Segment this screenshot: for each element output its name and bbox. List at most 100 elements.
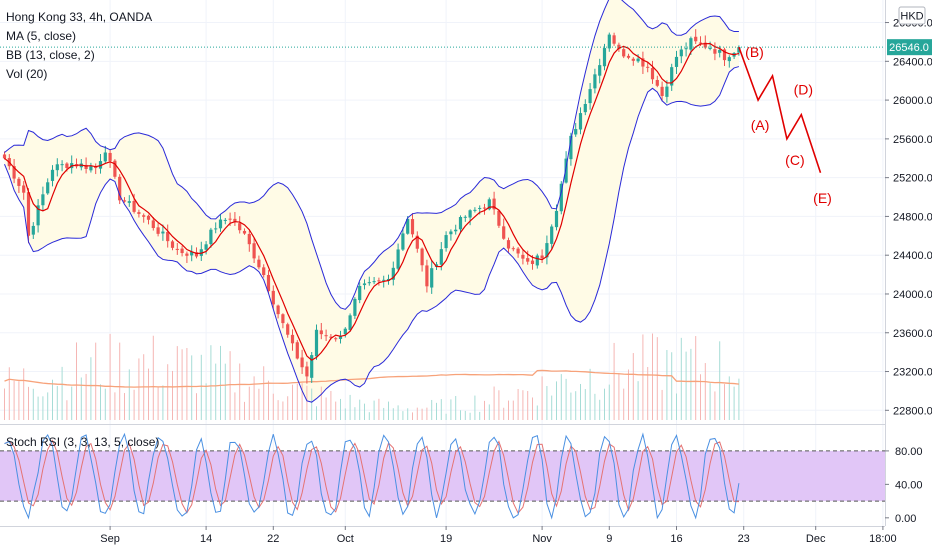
- price-tick-label: 24000.0: [893, 289, 932, 301]
- bollinger-lower-line: [4, 66, 740, 403]
- candle-body: [425, 265, 429, 287]
- stoch-tick-label: 80.00: [895, 446, 923, 458]
- candle-body: [338, 335, 343, 339]
- candle-body: [535, 255, 539, 266]
- volume-bar: [186, 347, 188, 420]
- candle-body: [516, 248, 520, 254]
- volume-bar: [162, 385, 164, 420]
- candle-body: [300, 357, 304, 368]
- volume-bar: [359, 399, 361, 420]
- ma-line: [4, 43, 740, 361]
- candle-body: [89, 166, 93, 171]
- candle-body: [550, 226, 554, 244]
- volume-bar: [239, 363, 241, 420]
- volume-bar: [52, 379, 53, 420]
- legend-symbol[interactable]: Hong Kong 33, 4h, OANDA: [6, 10, 152, 24]
- volume-bar: [200, 354, 202, 420]
- candle-body: [50, 169, 55, 181]
- wave-label: (E): [813, 190, 832, 206]
- volume-bar: [373, 400, 375, 420]
- legend-bb[interactable]: BB (13, close, 2): [6, 48, 95, 62]
- candles[interactable]: [2, 29, 741, 384]
- price-tick-label: 22800.0: [893, 405, 932, 417]
- volume-bar: [296, 383, 298, 420]
- volume-bar: [248, 386, 250, 420]
- volume-bar: [172, 370, 173, 420]
- volume-bar: [229, 351, 231, 420]
- last-price-value: 26546.0: [889, 42, 929, 54]
- volume-bar: [661, 389, 663, 420]
- volume-bar: [704, 363, 706, 420]
- volume-bar: [680, 337, 682, 420]
- candle-body: [401, 233, 405, 250]
- candle-body: [127, 201, 131, 203]
- time-axis[interactable]: Sep 14 22 Oct 19 Nov 9 16 23 Dec 18:00: [100, 526, 897, 545]
- candle-body: [161, 231, 165, 234]
- candle-body: [463, 216, 467, 218]
- volume-bar: [594, 393, 596, 420]
- volume-bar: [709, 383, 711, 420]
- candle-body: [118, 176, 122, 201]
- candle-body: [12, 166, 16, 179]
- volume-bar: [412, 412, 413, 420]
- candle-body: [223, 219, 227, 221]
- time-tick-label: Nov: [532, 533, 552, 545]
- candle-body: [362, 283, 367, 286]
- volume-bar: [325, 397, 327, 420]
- volume-bar: [527, 390, 529, 420]
- legend-ma[interactable]: MA (5, close): [6, 29, 76, 43]
- candle-body: [194, 252, 199, 257]
- volume-bar: [589, 368, 591, 420]
- price-tick-label: 24400.0: [893, 250, 932, 262]
- volume-bar: [700, 374, 701, 420]
- candle-body: [22, 185, 26, 193]
- volume-bar: [138, 358, 140, 420]
- volume-bar: [301, 383, 303, 420]
- candle-body: [137, 212, 141, 214]
- volume-bar: [647, 367, 649, 420]
- legend-stoch-rsi[interactable]: Stoch RSI (3, 3, 13, 5, close): [6, 435, 159, 449]
- legend-vol[interactable]: Vol (20): [6, 67, 47, 81]
- stoch-tick-label: 0.00: [895, 513, 916, 525]
- volume-bar: [42, 396, 44, 420]
- candle-body: [156, 227, 160, 234]
- wave-label: (A): [751, 117, 770, 133]
- volume-bar: [320, 386, 322, 420]
- candle-body: [722, 49, 727, 61]
- time-tick-label: Dec: [806, 533, 826, 545]
- stoch-axis[interactable]: 80.00 40.00 0.00: [885, 446, 923, 525]
- candle-body: [650, 68, 655, 80]
- volume-bar: [18, 381, 20, 420]
- volume-bar: [100, 384, 101, 420]
- currency-label: HKD: [900, 11, 923, 23]
- last-price-tag-box: [887, 39, 932, 56]
- volume-bar: [407, 408, 409, 420]
- candle-body: [694, 36, 698, 42]
- currency-badge[interactable]: HKD: [898, 6, 926, 25]
- candle-body: [180, 248, 184, 254]
- candle-body: [204, 244, 208, 250]
- candle-body: [170, 241, 175, 248]
- candle-body: [276, 305, 280, 315]
- stoch-rsi-pane[interactable]: [0, 432, 885, 520]
- volume-bar: [215, 363, 217, 420]
- price-tick-label: 26000.0: [893, 95, 932, 107]
- candle-body: [103, 152, 107, 162]
- currency-badge-box[interactable]: [898, 6, 926, 25]
- candle-body: [175, 248, 179, 250]
- candle-body: [281, 314, 285, 324]
- candle-body: [593, 74, 597, 89]
- volume-bar: [517, 389, 519, 420]
- candle-body: [684, 48, 688, 50]
- bollinger-upper-line: [4, 0, 739, 310]
- candle-body: [266, 274, 271, 292]
- volume-bar: [671, 352, 673, 420]
- bollinger-fill: [4, 0, 739, 403]
- candle-body: [2, 154, 7, 159]
- candle-body: [468, 210, 472, 218]
- volume-bar: [205, 383, 207, 420]
- elliott-wave-projection: (B) (A) (C) (D) (E): [738, 44, 832, 206]
- volume-bar: [234, 392, 236, 420]
- time-tick-label: Oct: [337, 533, 354, 545]
